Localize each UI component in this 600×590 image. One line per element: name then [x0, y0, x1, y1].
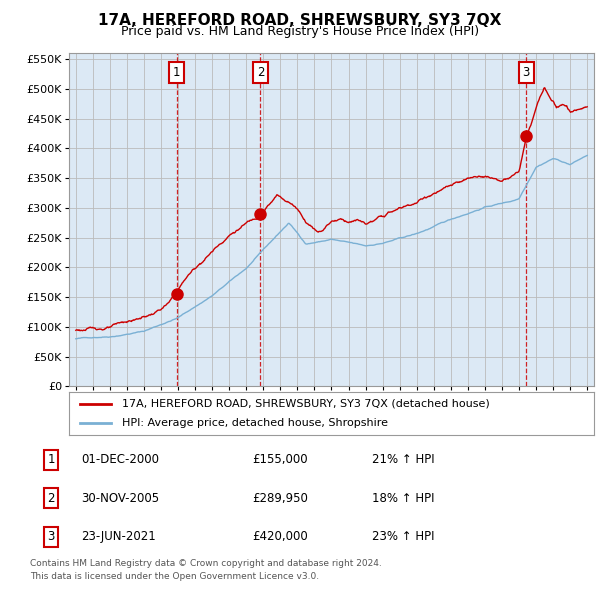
Text: 1: 1	[173, 66, 181, 79]
Text: 2: 2	[257, 66, 264, 79]
Text: Price paid vs. HM Land Registry's House Price Index (HPI): Price paid vs. HM Land Registry's House …	[121, 25, 479, 38]
Text: HPI: Average price, detached house, Shropshire: HPI: Average price, detached house, Shro…	[121, 418, 388, 428]
Text: 01-DEC-2000: 01-DEC-2000	[81, 453, 159, 467]
Text: 17A, HEREFORD ROAD, SHREWSBURY, SY3 7QX (detached house): 17A, HEREFORD ROAD, SHREWSBURY, SY3 7QX …	[121, 399, 489, 409]
Text: 3: 3	[523, 66, 530, 79]
Text: 21% ↑ HPI: 21% ↑ HPI	[372, 453, 434, 467]
Text: 18% ↑ HPI: 18% ↑ HPI	[372, 491, 434, 505]
Text: 23-JUN-2021: 23-JUN-2021	[81, 530, 156, 543]
Text: 3: 3	[47, 530, 55, 543]
Text: £155,000: £155,000	[252, 453, 308, 467]
Text: 1: 1	[47, 453, 55, 467]
Text: 2: 2	[47, 491, 55, 505]
Text: £289,950: £289,950	[252, 491, 308, 505]
Text: This data is licensed under the Open Government Licence v3.0.: This data is licensed under the Open Gov…	[30, 572, 319, 581]
Text: Contains HM Land Registry data © Crown copyright and database right 2024.: Contains HM Land Registry data © Crown c…	[30, 559, 382, 568]
Text: £420,000: £420,000	[252, 530, 308, 543]
Text: 23% ↑ HPI: 23% ↑ HPI	[372, 530, 434, 543]
Text: 17A, HEREFORD ROAD, SHREWSBURY, SY3 7QX: 17A, HEREFORD ROAD, SHREWSBURY, SY3 7QX	[98, 13, 502, 28]
Text: 30-NOV-2005: 30-NOV-2005	[81, 491, 159, 505]
